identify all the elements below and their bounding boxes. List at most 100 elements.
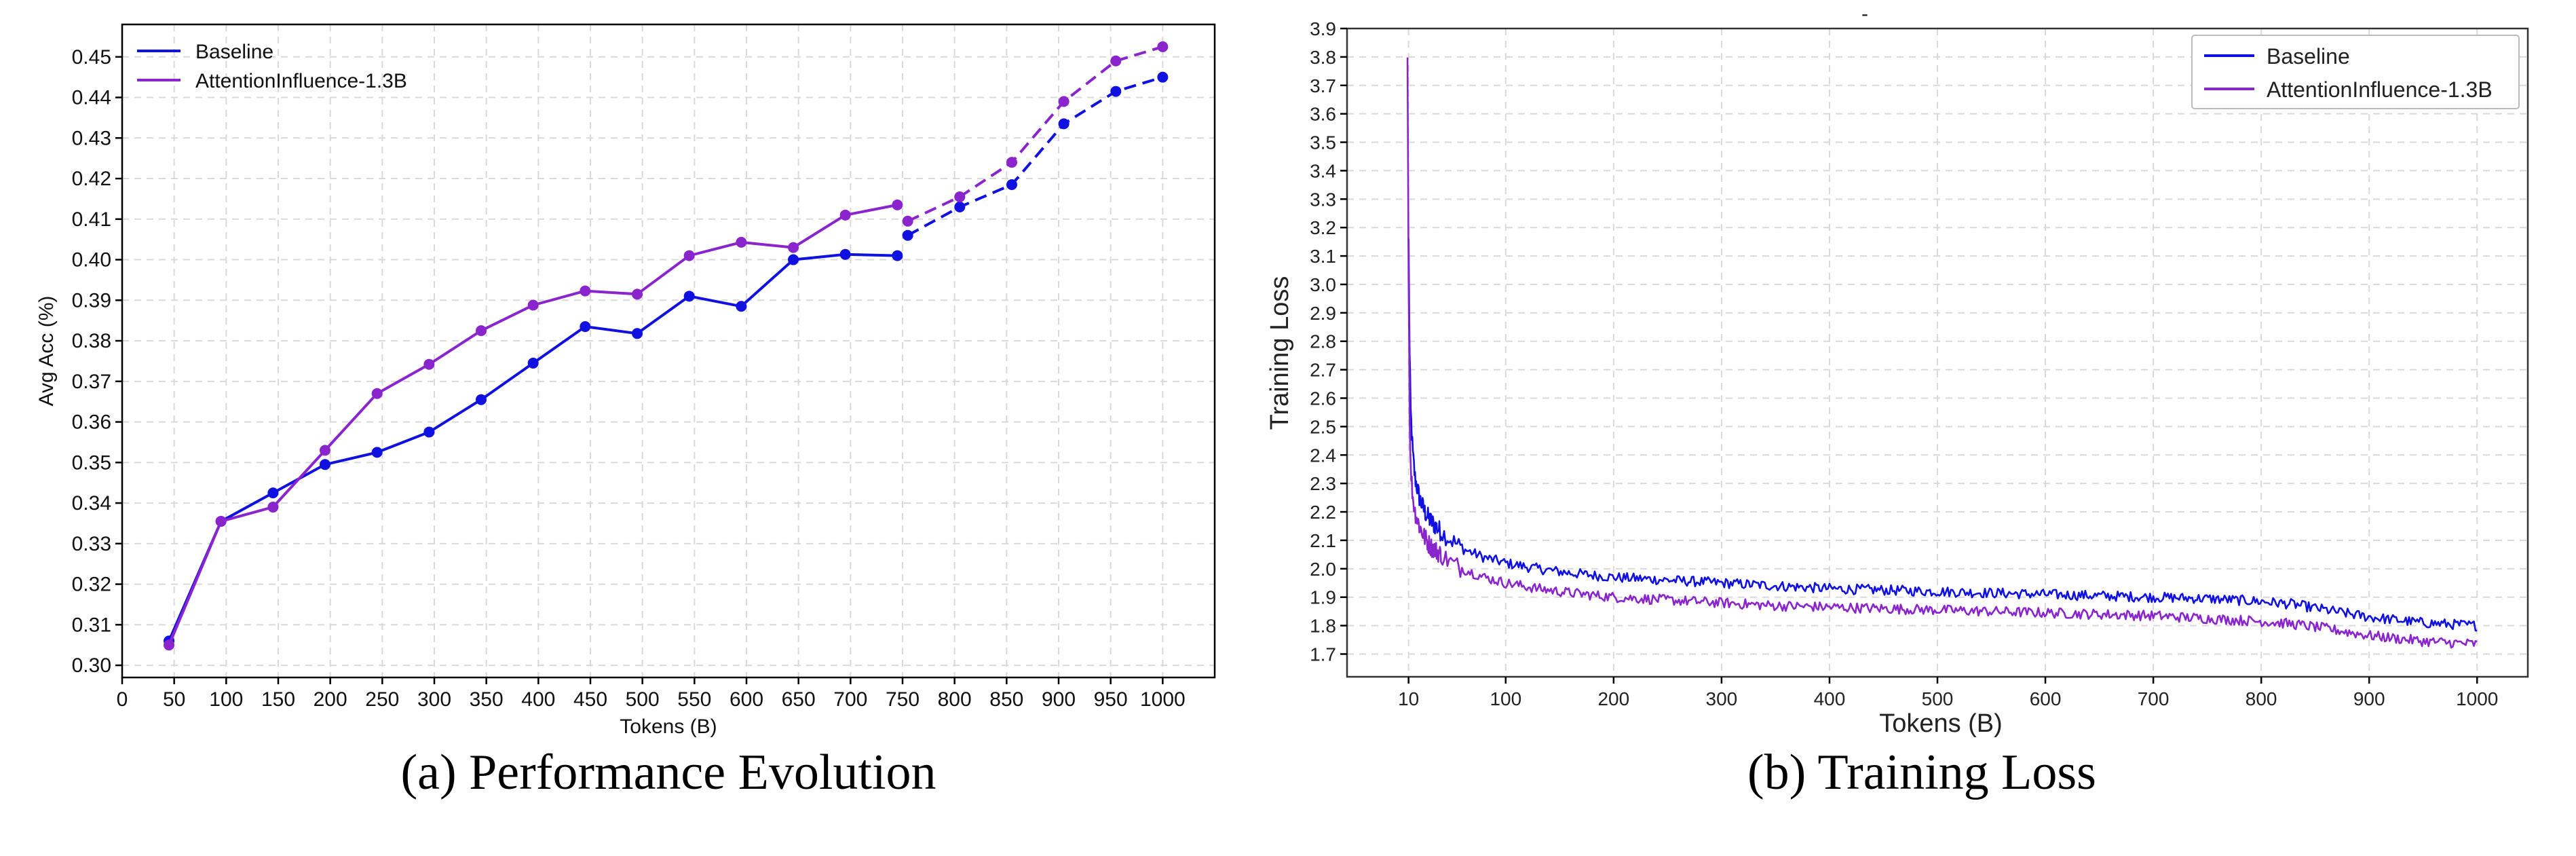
legend-label-attention-influence: AttentionInfluence-1.3B	[2267, 77, 2493, 102]
x-tick-label: 600	[2030, 688, 2062, 709]
y-tick-label: 0.41	[72, 208, 111, 231]
x-tick-label: 500	[1922, 688, 1954, 709]
y-tick-label: 2.2	[1310, 502, 1336, 523]
legend: Baseline AttentionInfluence-1.3B	[137, 41, 407, 92]
data-point-influence	[736, 236, 747, 248]
data-point-influence	[215, 515, 227, 527]
x-tick-label: 500	[626, 688, 660, 711]
plot-frame	[121, 23, 1216, 679]
y-tick-label: 0.36	[72, 411, 111, 434]
y-tick-label: 3.2	[1310, 217, 1336, 238]
y-tick-label: 3.0	[1310, 274, 1336, 295]
data-point-influence	[476, 325, 487, 337]
y-tick-label: 2.4	[1310, 445, 1336, 466]
legend: Baseline AttentionInfluence-1.3B	[2191, 35, 2520, 109]
data-point-baseline	[423, 426, 435, 438]
data-point-baseline	[954, 201, 966, 212]
data-point-influence	[892, 199, 903, 210]
y-axis-label: Avg Acc (%)	[35, 296, 58, 407]
x-tick-label: 1000	[1140, 688, 1186, 711]
data-point-baseline	[267, 487, 279, 499]
y-tick-label: 2.1	[1310, 530, 1336, 551]
x-tick-label: 300	[1706, 688, 1738, 709]
data-point-influence	[371, 388, 383, 399]
x-tick-label: 850	[989, 688, 1023, 711]
x-tick-label: 300	[417, 688, 451, 711]
x-tick-label: 400	[1814, 688, 1846, 709]
data-point-influence	[954, 191, 966, 202]
x-tick-label: 200	[314, 688, 347, 711]
data-point-baseline	[902, 229, 913, 241]
data-point-influence	[632, 289, 643, 300]
x-tick-label: 1000	[2456, 688, 2498, 709]
data-point-baseline	[1058, 118, 1069, 130]
y-tick-label: 3.8	[1310, 47, 1336, 68]
performance-evolution-chart: 0 50 100 150 200 250 300 350 400 450 500 550 600 650 7…	[35, 23, 1216, 738]
x-tick-label: 0	[117, 688, 128, 711]
data-point-baseline	[788, 254, 799, 265]
data-point-baseline	[1006, 179, 1017, 191]
x-tick-label: 550	[677, 688, 711, 711]
y-tick-label: 0.34	[72, 492, 111, 515]
series-line-baseline	[1407, 238, 2478, 632]
caption-a: (a) Performance Evolution	[400, 745, 936, 800]
x-tick-label: 400	[521, 688, 555, 711]
y-tick-label: 0.44	[72, 87, 111, 109]
x-tick-label: 250	[365, 688, 399, 711]
x-tick-label: 200	[1597, 688, 1629, 709]
y-tick-label: 3.4	[1310, 160, 1336, 181]
data-point-influence	[580, 285, 591, 297]
y-tick-label: 0.33	[72, 533, 111, 555]
data-point-baseline	[580, 321, 591, 333]
y-tick-label: 0.35	[72, 451, 111, 474]
data-point-influence	[1157, 41, 1169, 52]
series-line-dashed-baseline	[907, 75, 1163, 237]
legend-box	[2191, 35, 2520, 109]
y-tick-label: 0.43	[72, 127, 111, 149]
y-tick-label: 3.6	[1310, 104, 1336, 125]
y-tick-label: 3.7	[1310, 75, 1336, 96]
legend-label-attention-influence: AttentionInfluence-1.3B	[195, 70, 407, 92]
y-tick-label: 3.3	[1310, 189, 1336, 210]
y-tick-label: 0.30	[72, 654, 111, 677]
data-point-baseline	[371, 447, 383, 458]
data-point-influence	[527, 299, 539, 311]
y-tick-label: 0.32	[72, 574, 111, 596]
y-tick-label: 0.42	[72, 168, 111, 190]
series-line-dashed-influence	[907, 45, 1163, 223]
y-tick-label: 2.3	[1310, 473, 1336, 494]
data-point-baseline	[1157, 71, 1169, 83]
data-point-influence	[788, 242, 799, 253]
data-point-baseline	[736, 301, 747, 312]
x-tick-label: 450	[573, 688, 607, 711]
y-axis-label: Training Loss	[1266, 276, 1294, 430]
x-tick-label: 10	[1398, 688, 1419, 709]
x-tick-label: 800	[2246, 688, 2277, 709]
y-tick-label: 0.45	[72, 46, 111, 69]
chart-title: -	[1861, 3, 1868, 25]
y-tick-label: 2.0	[1310, 559, 1336, 580]
y-tick-label: 1.9	[1310, 587, 1336, 608]
x-tick-label: 750	[886, 688, 920, 711]
data-point-influence	[839, 209, 851, 221]
y-tick-label: 2.5	[1310, 416, 1336, 437]
y-tick-label: 1.8	[1310, 616, 1336, 637]
y-tick-label: 3.1	[1310, 246, 1336, 267]
x-tick-label: 150	[261, 688, 295, 711]
data-point-influence	[1006, 157, 1017, 168]
data-point-influence	[267, 502, 279, 513]
x-tick-label: 600	[730, 688, 763, 711]
x-tick-label: 900	[1042, 688, 1076, 711]
x-axis-label: Tokens (B)	[620, 715, 717, 738]
y-tick-label: 3.9	[1310, 18, 1336, 39]
y-tick-label: 3.5	[1310, 132, 1336, 153]
x-tick-label: 50	[163, 688, 185, 711]
data-point-baseline	[320, 459, 330, 470]
x-tick-label: 100	[1490, 688, 1521, 709]
x-tick-label: 700	[833, 688, 867, 711]
y-tick-label: 2.6	[1310, 388, 1336, 409]
data-point-baseline	[892, 250, 903, 261]
data-point-influence	[423, 358, 435, 370]
x-tick-label: 650	[782, 688, 816, 711]
series-line-baseline	[168, 253, 898, 641]
